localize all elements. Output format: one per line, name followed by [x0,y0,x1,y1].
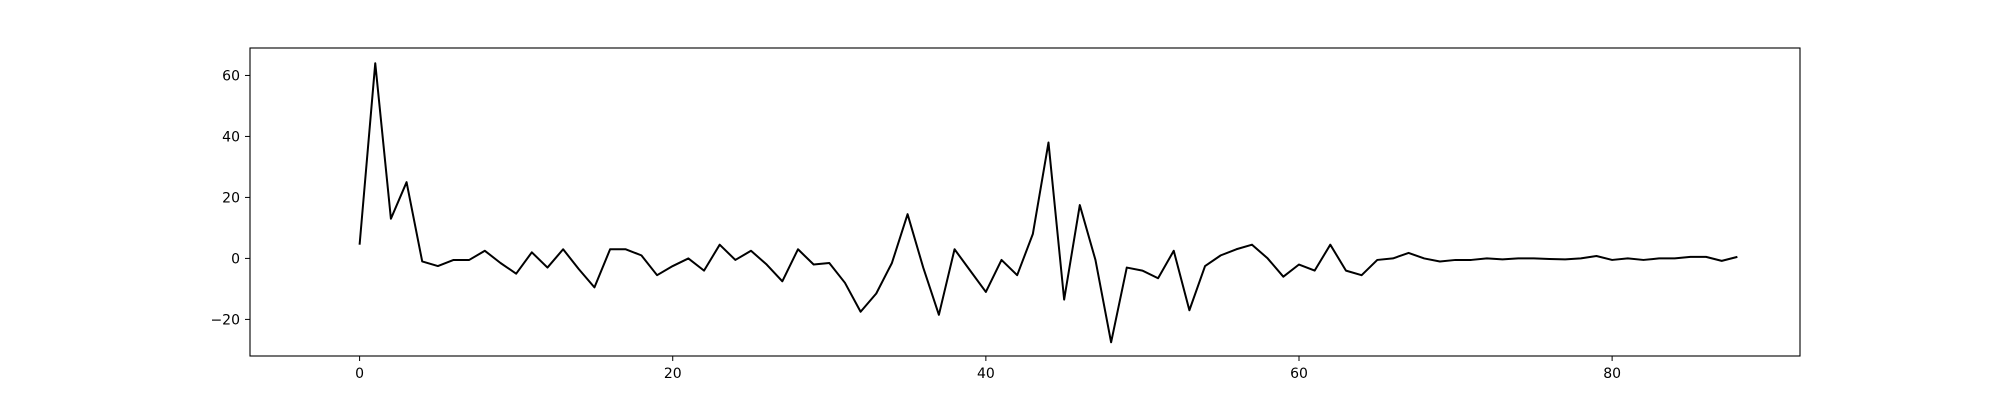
y-tick-label: 0 [231,251,240,267]
plot-frame [249,47,1801,357]
x-tick-label: 60 [1290,366,1308,382]
plot-area [358,62,1738,344]
y-tick-label: 60 [222,68,240,84]
x-tick-label: 0 [355,366,364,382]
y-tick-label: 20 [222,190,240,206]
y-tick-label: −20 [210,312,240,328]
x-tick-label: 20 [664,366,682,382]
x-tick-label: 80 [1603,366,1621,382]
axes: 0 20 40 60 80 −20 0 20 40 60 [210,47,1801,382]
series-line-0 [358,62,1738,344]
x-tick-label: 40 [977,366,995,382]
y-tick-label: 40 [222,129,240,145]
